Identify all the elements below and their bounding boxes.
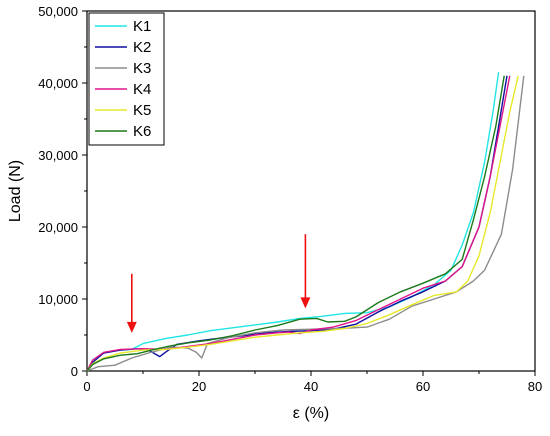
y-tick-label: 20,000 (38, 220, 78, 235)
y-tick-label: 50,000 (38, 4, 78, 19)
x-tick-label: 80 (528, 379, 542, 394)
y-tick-label: 10,000 (38, 292, 78, 307)
x-tick-label: 60 (416, 379, 430, 394)
legend-label-k4: K4 (133, 81, 151, 98)
legend-box (88, 12, 165, 146)
legend-label-k6: K6 (133, 123, 151, 140)
x-tick-label: 0 (83, 379, 90, 394)
series-line-k4 (86, 75, 511, 372)
x-axis-title: ε (%) (293, 405, 329, 422)
annotations (126, 234, 311, 333)
series-line-k3 (86, 75, 525, 372)
y-tick-label: 30,000 (38, 148, 78, 163)
y-tick-label: 0 (71, 364, 78, 379)
series-lines (86, 72, 525, 372)
legend-label-k2: K2 (133, 39, 151, 56)
series-line-k5 (86, 75, 519, 372)
legend: K1 K2 K3 K4 K5 K6 (88, 12, 165, 146)
arrow-head-1 (126, 321, 137, 333)
x-tick-label: 40 (304, 379, 318, 394)
legend-label-k3: K3 (133, 60, 151, 77)
series-line-k6 (86, 75, 505, 372)
legend-label-k1: K1 (133, 18, 151, 35)
ticks: 0 20 40 60 80 0 10,000 20,000 30,000 40,000 50,000 (38, 4, 542, 394)
y-tick-label: 40,000 (38, 76, 78, 91)
x-tick-label: 20 (192, 379, 206, 394)
y-axis-title: Load (N) (7, 160, 24, 222)
legend-label-k5: K5 (133, 102, 151, 119)
arrow-head-2 (300, 297, 311, 309)
